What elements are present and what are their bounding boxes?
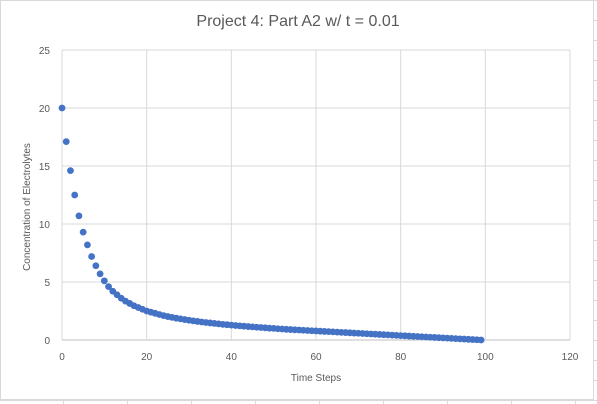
data-point	[88, 253, 96, 260]
data-point	[477, 336, 485, 344]
y-tick-label: 15	[39, 162, 51, 173]
data-point	[84, 241, 91, 249]
data-point	[92, 262, 100, 270]
x-axis-tick-labels: 0 20 40 60 80 100 120	[59, 352, 579, 363]
y-tick-label: 25	[39, 46, 51, 57]
y-tick-label: 20	[39, 104, 51, 115]
data-point	[96, 270, 104, 278]
x-tick-label: 120	[562, 352, 579, 363]
gridlines	[61, 49, 571, 341]
data-point	[105, 283, 112, 291]
y-tick-label: 0	[44, 336, 50, 347]
x-tick-label: 60	[310, 352, 322, 363]
y-axis-tick-labels: 0 5 10 15 20 25	[39, 46, 51, 347]
data-point	[75, 212, 83, 220]
x-tick-label: 80	[395, 352, 407, 363]
chart-title: Project 4: Part A2 w/ t = 0.01	[196, 13, 400, 30]
data-point	[67, 167, 74, 175]
y-tick-label: 5	[44, 278, 50, 289]
y-axis-title: Concentration of Electrolytes	[22, 143, 33, 271]
data-point	[79, 228, 87, 236]
y-tick-label: 10	[39, 220, 51, 231]
x-axis-title: Time Steps	[291, 373, 341, 384]
x-tick-label: 20	[141, 352, 153, 363]
x-tick-label: 40	[226, 352, 238, 363]
data-point	[62, 138, 70, 146]
x-tick-label: 100	[477, 352, 494, 363]
x-tick-label: 0	[59, 352, 65, 363]
data-point	[100, 277, 108, 285]
data-point	[71, 191, 79, 199]
data-point	[58, 104, 66, 112]
data-points	[58, 104, 485, 344]
